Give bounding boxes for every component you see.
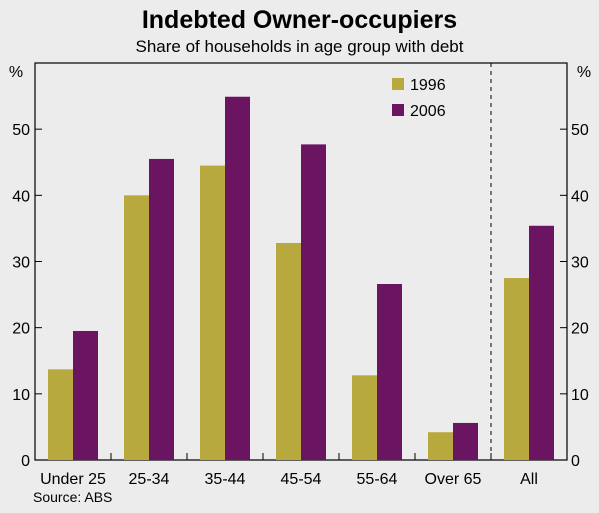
bar-2006-55-64 [377, 283, 402, 460]
x-category-label: 25-34 [129, 471, 170, 488]
x-category-label: Under 25 [40, 471, 106, 488]
legend-swatch-2006 [392, 104, 404, 116]
y-tick-label-right: 0 [571, 453, 580, 470]
y-tick-label-left: 10 [12, 387, 30, 404]
y-tick-label-right: 30 [571, 255, 589, 272]
chart-title: Indebted Owner-occupiers [142, 6, 457, 34]
chart-subtitle: Share of households in age group with de… [136, 37, 464, 56]
x-category-label: 55-64 [357, 471, 398, 488]
bar-2006-under-25 [73, 330, 98, 460]
y-tick-label-right: 50 [571, 122, 589, 139]
bar-1996-under-25 [48, 369, 73, 460]
x-category-label: 45-54 [281, 471, 322, 488]
bar-2006-25-34 [149, 158, 174, 461]
y-tick-label-left: 40 [12, 188, 30, 205]
bar-2006-45-54 [301, 144, 326, 460]
bar-2006-all [529, 225, 554, 460]
source-note: Source: ABS [33, 489, 112, 505]
legend-label-1996: 1996 [410, 77, 446, 94]
bar-1996-25-34 [124, 195, 149, 461]
bar-1996-all [504, 278, 529, 460]
y-unit-left: % [9, 64, 23, 81]
y-unit-right: % [577, 64, 591, 81]
y-tick-label-left: 0 [21, 453, 30, 470]
y-tick-label-right: 40 [571, 188, 589, 205]
y-tick-label-right: 10 [571, 387, 589, 404]
bar-1996-35-44 [200, 165, 225, 460]
bar-1996-over-65 [428, 432, 453, 460]
legend-swatch-1996 [392, 78, 404, 90]
x-category-label: All [520, 471, 538, 488]
y-tick-label-left: 50 [12, 122, 30, 139]
bar-1996-45-54 [276, 242, 301, 460]
x-category-label: 35-44 [205, 471, 246, 488]
bar-2006-35-44 [225, 96, 250, 461]
y-tick-label-left: 30 [12, 255, 30, 272]
x-category-label: Over 65 [425, 471, 482, 488]
y-tick-label-right: 20 [571, 321, 589, 338]
y-tick-label-left: 20 [12, 321, 30, 338]
bar-1996-55-64 [352, 375, 377, 460]
legend-label-2006: 2006 [410, 103, 446, 120]
bar-2006-over-65 [453, 422, 478, 460]
